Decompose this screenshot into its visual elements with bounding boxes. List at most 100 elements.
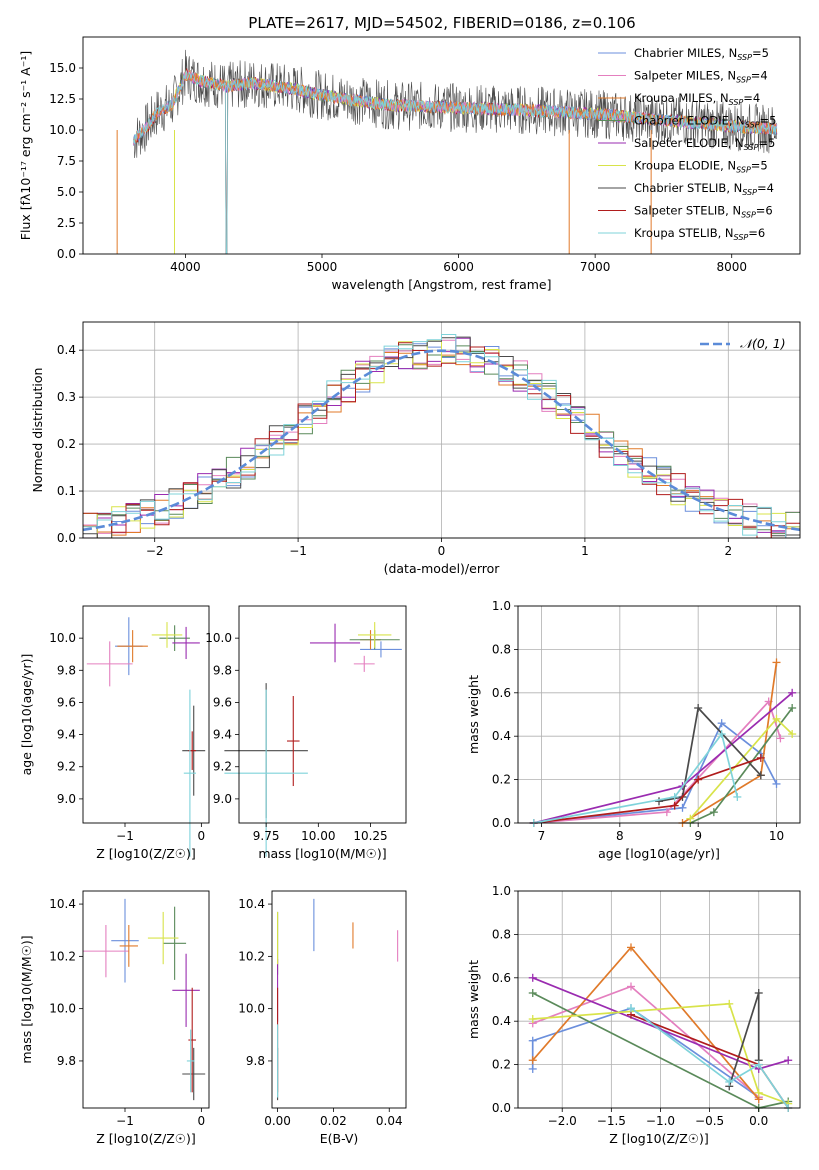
x-tick-label: 9.75 (253, 829, 280, 843)
errorbar-chabrier-elodie (163, 906, 187, 980)
series-chabrier-stelib (655, 703, 765, 806)
legend-entry-count: =5 (752, 46, 769, 60)
y-tick-label: 9.0 (57, 792, 76, 806)
series-line (533, 692, 793, 824)
y-axis-label: mass [log10(M/M☉)] (19, 935, 34, 1063)
errorbar-kroupa-elodie (147, 911, 179, 965)
legend-entry-count: =5 (751, 159, 768, 173)
series-line (658, 706, 762, 803)
legend-entry-subscript: SSP (729, 98, 744, 107)
y-tick-label: 9.8 (57, 663, 76, 677)
y-tick-label: 15.0 (49, 61, 76, 75)
y-tick-label: 0.0 (492, 1101, 511, 1115)
legend-entry-subscript: SSP (736, 166, 751, 175)
axes-frame (82, 605, 210, 824)
spectrum-kroupa-miles (133, 70, 778, 144)
y-tick-label: 2.5 (57, 216, 76, 230)
y-tick-label: 7.5 (57, 154, 76, 168)
x-tick-label: 0.02 (320, 1114, 347, 1128)
legend-entry-count: =6 (756, 204, 773, 218)
y-tick-label: 5.0 (57, 185, 76, 199)
x-tick-label: 8000 (716, 260, 747, 274)
x-tick-label: 10 (769, 829, 784, 843)
y-axis-label: mass weight (466, 675, 481, 754)
errorbar-chabrier-elodie (159, 625, 190, 652)
axes-frame (517, 605, 801, 824)
x-tick-label: −2 (146, 544, 164, 558)
y-axis-label: mass weight (466, 960, 481, 1039)
errorbar-salpeter-miles (353, 655, 375, 672)
x-tick-label: 0 (438, 544, 446, 558)
weight-vs-metallicity-panel: −2.0 −1.5 −1.0 −0.5 0.0 0.0 0.2 0.4 0.6 0.8 1.0 Z [… (466, 884, 801, 1146)
x-tick-label: −1 (116, 829, 134, 843)
errorbar-kroupa-stelib (224, 689, 308, 857)
weight-vs-age-panel: 7 8 9 10 0.0 0.2 0.4 0.6 0.8 1.0 age [log10(age/yr… (466, 599, 801, 861)
errorbar-kroupa-miles (119, 924, 138, 967)
residual-histograms (83, 334, 800, 538)
series-chabrier-stelib (725, 988, 763, 1091)
errorbar-kroupa-stelib (183, 689, 197, 857)
x-tick-label: 0.0 (749, 1114, 768, 1128)
errorbar-salpeter-elodie (309, 623, 361, 663)
y-tick-label: 0.2 (57, 437, 76, 451)
errorbar-salpeter-elodie (172, 953, 200, 1027)
errorbar-kroupa-miles (117, 630, 148, 663)
legend-entry-subscript: SSP (745, 121, 760, 130)
x-axis-label: Z [log10(Z/Z☉)] (96, 846, 196, 861)
legend-entry: Chabrier MILES, NSSP=5 (634, 46, 769, 62)
x-axis-label: Z [log10(Z/Z☉)] (96, 1131, 196, 1146)
y-tick-label: 0.0 (492, 816, 511, 830)
y-tick-label: 0.8 (492, 642, 511, 656)
x-tick-label: 9 (694, 829, 702, 843)
y-tick-label: 9.6 (213, 695, 232, 709)
y-tick-label: 0.3 (57, 390, 76, 404)
y-tick-label: 9.2 (213, 760, 232, 774)
errorbar-kroupa-elodie (151, 622, 183, 648)
legend-entry: Kroupa ELODIE, NSSP=5 (634, 159, 768, 175)
x-tick-label: 0.00 (264, 1114, 291, 1128)
y-tick-label: 10.2 (238, 949, 265, 963)
y-tick-label: 10.4 (238, 897, 265, 911)
legend-entry-subscript: SSP (737, 53, 752, 62)
x-tick-label: −1.0 (646, 1114, 675, 1128)
errorbar-chabrier-miles (360, 641, 402, 658)
x-tick-label: 0 (198, 1114, 206, 1128)
x-tick-label: −1 (116, 1114, 134, 1128)
legend-entry: Kroupa MILES, NSSP=4 (634, 91, 760, 107)
y-tick-label: 9.8 (213, 663, 232, 677)
x-tick-label: 10.00 (301, 829, 335, 843)
x-tick-label: 7 (538, 829, 546, 843)
y-tick-label: 9.2 (57, 760, 76, 774)
y-tick-label: 0.0 (57, 247, 76, 261)
y-tick-label: 9.8 (57, 1054, 76, 1068)
errorbar-kroupa-elodie (357, 622, 392, 648)
figure-title: PLATE=2617, MJD=54502, FIBERID=0186, z=0… (248, 14, 635, 32)
x-axis-label: mass [log10(M/M☉)] (258, 846, 386, 861)
y-tick-label: 0.1 (57, 484, 76, 498)
age-vs-metallicity-panel: −1 0 9.0 9.2 9.4 9.6 9.8 10.0 Z [log10(Z/Z☉)] age… (19, 605, 210, 861)
errorbar-salpeter-miles (86, 641, 133, 687)
errorbar-salpeter-elodie (172, 626, 200, 660)
series-line (532, 985, 760, 1098)
y-tick-label: 9.4 (213, 728, 232, 742)
legend-entry-count: =5 (758, 136, 775, 150)
legend-entry-subscript: SSP (736, 76, 751, 85)
legend-entry: 𝒩(0, 1) (740, 336, 786, 351)
x-tick-label: −1.5 (597, 1114, 626, 1128)
residuals-panel: −2 −1 0 1 2 0.0 0.1 0.2 0.3 0.4 (data-model)/error… (30, 321, 801, 576)
legend-entry: Salpeter MILES, NSSP=4 (634, 69, 768, 85)
normal-curve (83, 349, 800, 532)
errorbar-salpeter-stelib (287, 696, 300, 787)
legend-entry: Chabrier ELODIE, NSSP=5 (634, 114, 776, 130)
y-tick-label: 0.4 (492, 729, 511, 743)
y-tick-label: 10.0 (49, 123, 76, 137)
x-axis-label: wavelength [Angstrom, rest frame] (331, 277, 551, 292)
legend-entry-subscript: SSP (744, 143, 759, 152)
legend-entry: Salpeter ELODIE, NSSP=5 (634, 136, 775, 152)
spectrum-legend: Chabrier MILES, NSSP=5 Salpeter MILES, NS… (598, 46, 776, 242)
x-tick-label: 0.04 (376, 1114, 403, 1128)
legend-entry-count: =6 (748, 226, 765, 240)
axes-frame (82, 36, 801, 255)
series-line (630, 1007, 789, 1109)
mass-vs-metallicity-panel: −1 0 9.8 10.0 10.2 10.4 Z [log10(Z/Z☉)] mass [l… (19, 890, 210, 1146)
